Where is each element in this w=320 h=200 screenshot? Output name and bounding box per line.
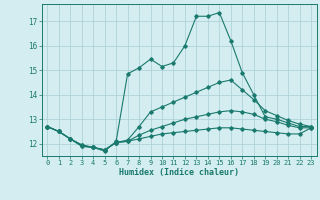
X-axis label: Humidex (Indice chaleur): Humidex (Indice chaleur) [119,168,239,177]
